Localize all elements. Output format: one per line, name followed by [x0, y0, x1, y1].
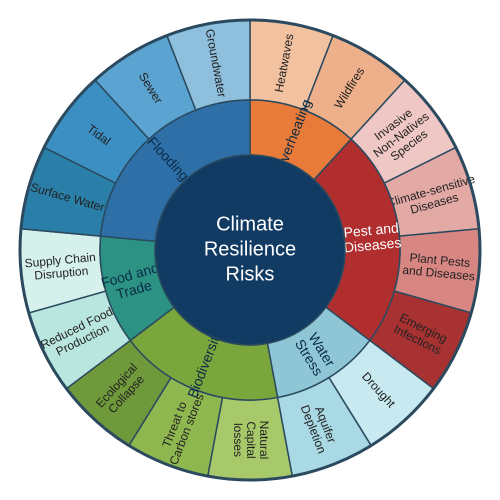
svg-text:losses: losses [231, 423, 245, 457]
center-title-line: Resilience [204, 238, 296, 260]
climate-resilience-sunburst: HeatwavesWildfiresInvasiveNon-NativesSpe… [0, 0, 500, 500]
category-label: Pest andDiseases [342, 219, 402, 255]
svg-text:Capital: Capital [244, 421, 258, 458]
risk-label: NaturalCapitallosses [231, 421, 271, 460]
center-title-line: Climate [216, 213, 284, 235]
center-title-line: Risks [226, 263, 275, 285]
svg-text:Natural: Natural [257, 421, 271, 460]
